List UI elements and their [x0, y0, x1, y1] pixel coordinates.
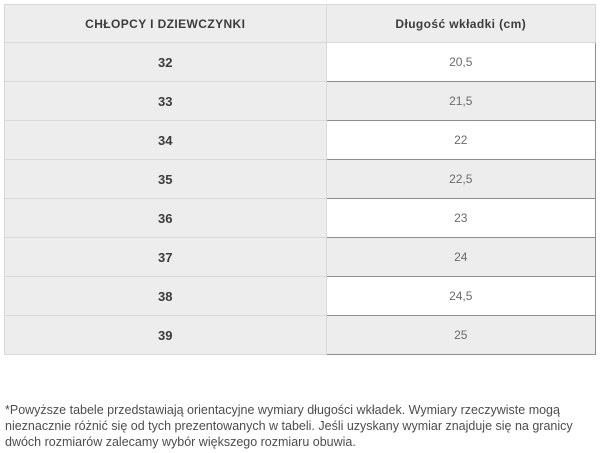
table-row: 38 24,5	[4, 276, 596, 316]
insole-length-cell: 22,5	[325, 159, 596, 199]
insole-length-cell: 22	[325, 120, 596, 160]
table-row: 37 24	[4, 237, 596, 277]
size-column-header: CHŁOPCY I DZIEWCZYNKI	[4, 4, 327, 43]
insole-length-cell: 24	[325, 237, 596, 277]
table-row: 33 21,5	[4, 81, 596, 121]
insole-length-cell: 23	[325, 198, 596, 238]
size-cell: 36	[4, 198, 327, 238]
table-row: 35 22,5	[4, 159, 596, 199]
insole-length-cell: 25	[325, 315, 596, 355]
size-cell: 37	[4, 237, 327, 277]
size-cell: 35	[4, 159, 327, 199]
size-cell: 39	[4, 315, 327, 355]
size-cell: 34	[4, 120, 327, 160]
table-header-row: CHŁOPCY I DZIEWCZYNKI Długość wkładki (c…	[4, 4, 596, 43]
table-row: 34 22	[4, 120, 596, 160]
size-disclaimer-footnote: *Powyższe tabele przedstawiają orientacy…	[5, 403, 573, 449]
insole-length-cell: 24,5	[325, 276, 596, 316]
insole-length-cell: 21,5	[325, 81, 596, 121]
insole-length-column-header: Długość wkładki (cm)	[325, 4, 596, 43]
table-row: 32 20,5	[4, 42, 596, 82]
size-cell: 32	[4, 42, 327, 82]
table-row: 36 23	[4, 198, 596, 238]
size-table: CHŁOPCY I DZIEWCZYNKI Długość wkładki (c…	[4, 4, 596, 355]
table-row: 39 25	[4, 315, 596, 355]
insole-length-cell: 20,5	[325, 42, 596, 82]
size-cell: 33	[4, 81, 327, 121]
size-cell: 38	[4, 276, 327, 316]
